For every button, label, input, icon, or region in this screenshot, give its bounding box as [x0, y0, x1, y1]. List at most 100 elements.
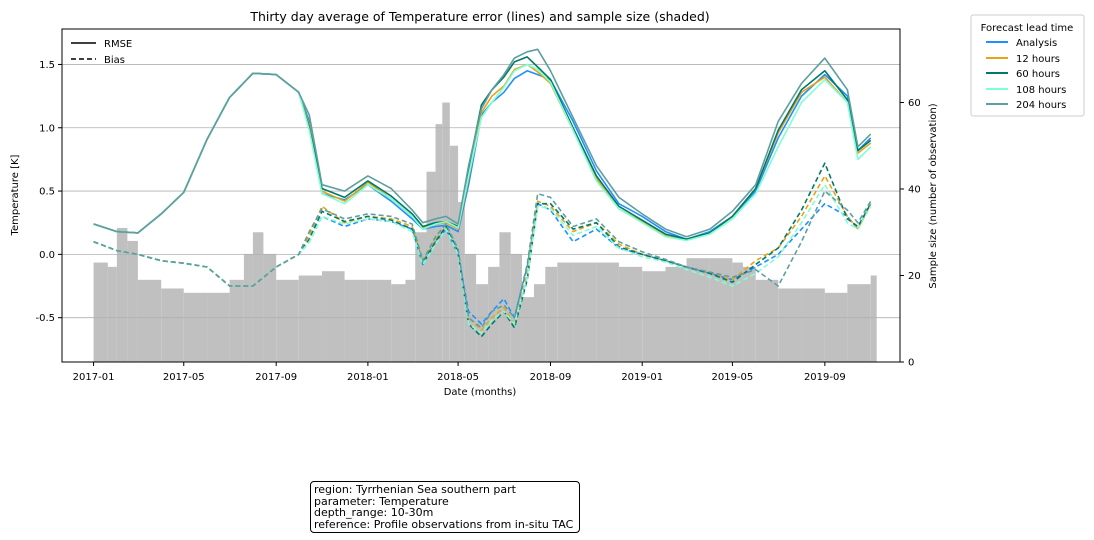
right-tick-label: 40 [908, 185, 921, 196]
info-region: region: Tyrrhenian Sea southern part [314, 483, 516, 496]
legend-label: 108 hours [1016, 85, 1066, 96]
sample-size-bars [93, 102, 877, 363]
info-reference: reference: Profile observations from in-… [314, 517, 574, 531]
sample-size-bar [298, 275, 323, 362]
series-line-204-hours-bias [93, 190, 872, 329]
sample-size-bar [252, 232, 264, 362]
legend-label: Analysis [1016, 38, 1057, 49]
sample-size-bar [476, 284, 489, 362]
right-tick-label: 60 [908, 98, 921, 109]
series-line-204-hours-rmse [93, 48, 872, 238]
y-axis-label: Temperature [K] [10, 154, 21, 236]
style-legend-label: Bias [104, 55, 125, 66]
sample-size-bar [801, 288, 825, 362]
x-tick-label: 2019-09 [804, 372, 846, 383]
info-depth-range: depth_range: 10-30m [314, 506, 434, 519]
sample-size-bar [449, 145, 459, 362]
y-tick-label: -0.5 [35, 313, 55, 324]
sample-size-bar [488, 266, 500, 362]
gridlines [62, 64, 900, 319]
x-axis-ticks: 2017-01 2017-05 2017-09 2018-01 2018-05 2018-… [73, 362, 846, 383]
x-tick-label: 2018-09 [530, 372, 572, 383]
style-legend-label: RMSE [104, 39, 132, 50]
chart-title: Thirty day average of Temperature error … [249, 9, 709, 24]
sample-size-bar [464, 253, 477, 362]
sample-size-bar [642, 271, 666, 362]
sample-size-bar [127, 240, 138, 362]
y-axis-ticks: -0.5 0.0 0.5 1.0 1.5 [35, 60, 62, 324]
sample-size-bar [344, 279, 368, 362]
legend-label: 60 hours [1016, 69, 1060, 80]
sample-size-bar [732, 262, 743, 362]
sample-size-bar [665, 266, 687, 362]
x-tick-label: 2018-01 [347, 372, 389, 383]
right-tick-label: 20 [908, 271, 921, 282]
right-tick-label: 0 [908, 358, 914, 369]
sample-size-bar [573, 262, 597, 362]
y-tick-label: 1.5 [39, 60, 55, 71]
series-line-60-hours-rmse [93, 56, 872, 240]
y-tick-label: 1.0 [39, 123, 55, 134]
style-legend: RMSE Bias [71, 39, 132, 66]
x-tick-label: 2018-05 [437, 372, 479, 383]
info-box: region: Tyrrhenian Sea southern part par… [310, 481, 580, 533]
sample-size-bar [107, 266, 117, 362]
y-tick-label: 0.5 [39, 187, 55, 198]
legend-title: Forecast lead time [981, 23, 1074, 34]
sample-size-bar [709, 258, 733, 362]
sample-size-bar [229, 279, 244, 362]
x-tick-label: 2019-05 [712, 372, 754, 383]
info-parameter: parameter: Temperature [314, 494, 449, 508]
sample-size-bar [137, 279, 162, 362]
sample-size-bar [847, 284, 871, 362]
y-tick-label: 0.0 [39, 250, 55, 261]
plot-frame [61, 28, 901, 363]
sample-size-bar [263, 253, 277, 362]
sample-size-bar [442, 102, 450, 363]
lead-time-legend: Forecast lead time Analysis 12 hours 60 … [970, 14, 1085, 117]
sample-size-bar [755, 279, 779, 362]
sample-size-bar [207, 292, 230, 362]
legend-label: 12 hours [1016, 54, 1060, 65]
series-line-analysis-rmse [93, 70, 872, 240]
sample-size-bar [367, 279, 392, 362]
x-tick-label: 2017-09 [255, 372, 297, 383]
sample-size-bar [116, 227, 128, 362]
sample-size-bar [824, 292, 848, 362]
x-tick-label: 2017-05 [163, 372, 205, 383]
sample-size-bar [415, 232, 427, 362]
sample-size-bar [276, 279, 299, 362]
sample-size-bar [322, 271, 345, 362]
sample-size-bar [686, 258, 710, 362]
series-line-12-hours-rmse [93, 63, 872, 240]
sample-size-bar [183, 292, 208, 362]
sample-size-bar [435, 124, 443, 363]
sample-size-bar [391, 284, 406, 362]
plot-area [62, 48, 900, 363]
legend-frame [970, 14, 1085, 117]
error-lines [93, 48, 872, 338]
sample-size-bar [870, 275, 877, 362]
x-tick-label: 2017-01 [73, 372, 115, 383]
sample-size-bar [545, 266, 558, 362]
sample-size-bar [742, 266, 756, 362]
sample-size-bar [243, 253, 253, 362]
x-axis-label: Date (months) [444, 387, 517, 398]
sample-size-bar [557, 262, 574, 362]
sample-size-bar [405, 279, 416, 362]
sample-size-bar [618, 266, 643, 362]
series-line-108-hours-rmse [93, 63, 872, 242]
sample-size-bar [521, 297, 534, 362]
legend-label: 204 hours [1016, 100, 1066, 111]
sample-size-bar [161, 288, 184, 362]
sample-size-bar [533, 284, 546, 362]
sample-size-bar [426, 171, 436, 362]
x-tick-label: 2019-01 [621, 372, 663, 383]
right-axis-label: Sample size (number of observation) [928, 103, 939, 288]
right-axis-ticks: 0 20 40 60 [900, 98, 921, 369]
sample-size-bar [93, 262, 108, 362]
sample-size-bar [596, 262, 619, 362]
sample-size-bar [778, 288, 802, 362]
sample-size-bar [499, 232, 511, 362]
